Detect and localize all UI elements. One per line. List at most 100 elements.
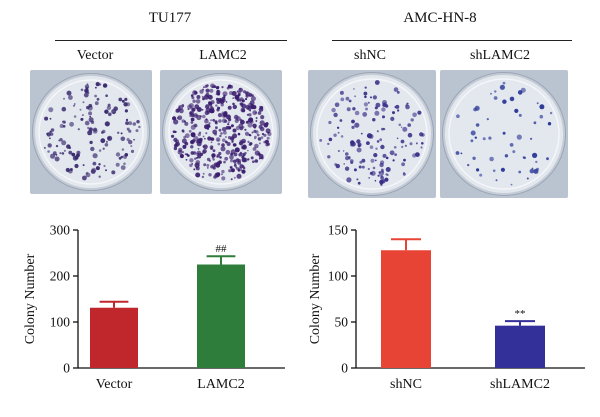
colony-dot: [73, 103, 76, 105]
colony-dot: [172, 130, 176, 133]
colony-dot: [214, 120, 218, 124]
colony-dot: [356, 139, 361, 144]
colony-dot: [357, 144, 361, 148]
colony-dot: [222, 91, 228, 97]
colony-dot: [115, 162, 120, 167]
colony-dot: [195, 160, 201, 165]
colony-plate-shnc: [308, 70, 436, 198]
colony-dot: [344, 166, 350, 171]
colony-dot: [372, 166, 376, 170]
colony-dot: [327, 142, 330, 146]
colony-dot: [92, 153, 98, 159]
colony-dot: [456, 114, 460, 118]
colony-dot: [90, 169, 96, 174]
colony-dot: [516, 134, 522, 140]
colony-dot: [89, 115, 92, 118]
colony-dot: [374, 159, 377, 162]
colony-dot: [120, 136, 126, 142]
colony-dot: [189, 158, 194, 163]
colony-dot: [380, 183, 383, 186]
colony-dot: [205, 118, 208, 121]
colony-dot: [190, 145, 194, 149]
colony-dot: [509, 96, 515, 102]
colony-dot: [206, 163, 210, 167]
colony-dot: [378, 171, 381, 174]
colony-dot: [85, 172, 91, 178]
colony-dot: [233, 164, 237, 167]
colony-dot: [339, 90, 344, 95]
column-label-shlamc2: shLAMC2: [470, 48, 530, 63]
colony-dot: [353, 88, 355, 90]
colony-dot: [121, 148, 125, 151]
colony-dot: [350, 141, 356, 147]
colony-dot: [191, 96, 195, 100]
colony-dot: [502, 99, 507, 104]
colony-dot: [512, 150, 516, 154]
colony-dot: [523, 156, 526, 160]
colony-dot: [252, 160, 255, 163]
colony-dot: [533, 121, 537, 125]
colony-dot: [364, 86, 367, 89]
colony-dot: [375, 147, 378, 150]
colony-dot: [260, 126, 265, 132]
colony-dot: [227, 123, 230, 126]
colony-dot: [65, 167, 70, 173]
colony-dot: [245, 97, 248, 101]
colony-dot: [412, 112, 417, 118]
x-tick-label: Vector: [96, 377, 133, 392]
colony-dot: [216, 154, 221, 158]
colony-dot: [86, 105, 90, 110]
group-title-left: TU177: [148, 10, 192, 26]
colony-dot: [125, 121, 129, 125]
colony-dot: [99, 83, 102, 86]
colony-dot: [104, 143, 109, 147]
colony-dot: [202, 88, 205, 91]
colony-dot: [255, 130, 259, 134]
bar-lamc2: [197, 264, 245, 368]
colony-dot: [247, 158, 250, 161]
colony-dot: [190, 132, 196, 138]
y-axis-label: Colony Number: [23, 253, 38, 344]
colony-dot: [502, 81, 506, 85]
colony-dot: [68, 150, 73, 155]
colony-dot: [212, 158, 215, 161]
colony-dot: [346, 107, 351, 112]
colony-dot: [254, 159, 259, 163]
colony-dot: [410, 118, 414, 122]
colony-dot: [227, 105, 232, 110]
colony-dot: [172, 116, 177, 121]
colony-dot: [376, 130, 379, 133]
colony-dot: [198, 131, 202, 134]
colony-dot: [215, 97, 219, 101]
colony-dot: [331, 107, 336, 113]
colony-dot: [255, 120, 258, 123]
colony-dot: [250, 96, 256, 102]
colony-dot: [494, 90, 497, 93]
colony-dot: [264, 139, 269, 144]
colony-dot: [195, 172, 201, 178]
colony-dot: [353, 168, 357, 172]
bar-vector: [90, 307, 138, 368]
colony-dot: [95, 86, 97, 89]
colony-dot: [86, 83, 89, 86]
colony-dot: [66, 90, 72, 96]
colony-dot: [379, 138, 383, 142]
colony-dot: [173, 119, 179, 125]
colony-dot: [190, 117, 195, 122]
colony-dot: [201, 175, 205, 179]
colony-dot: [221, 176, 226, 181]
colony-dot: [379, 162, 384, 168]
colony-dot: [377, 174, 380, 177]
y-tick-label: 0: [63, 361, 70, 376]
colony-plate-vector: [30, 70, 152, 194]
colony-dot: [79, 108, 82, 111]
colony-dot: [502, 131, 506, 135]
colony-dot: [234, 94, 240, 100]
colony-dot: [94, 94, 97, 98]
colony-dot: [124, 109, 128, 113]
colony-dot: [404, 144, 407, 147]
colony-dot: [374, 80, 380, 85]
colony-dot: [328, 137, 333, 142]
colony-dot: [400, 139, 405, 144]
colony-dot: [420, 146, 423, 149]
